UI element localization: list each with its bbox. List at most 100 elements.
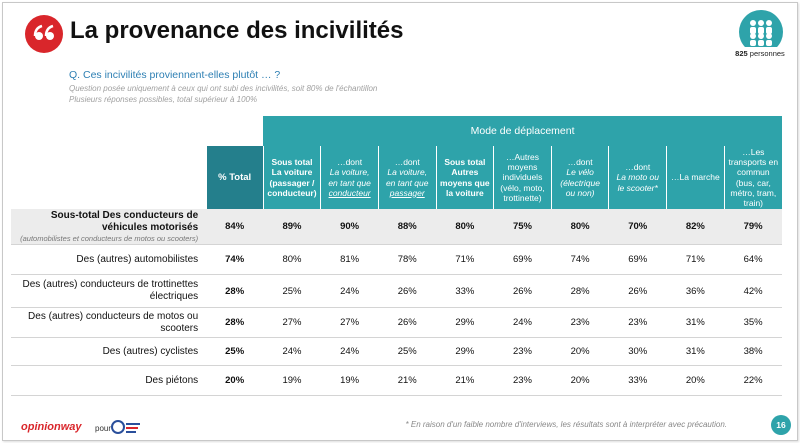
column-header: Sous total La voiture (passager / conduc… <box>262 146 321 210</box>
table-cell: 24% <box>512 317 532 329</box>
table-cell: 82% <box>685 221 705 233</box>
table-cell: 71% <box>455 254 475 266</box>
row-label-text: Des piétons <box>145 374 199 386</box>
column-header: % Total <box>205 146 264 210</box>
table-cell: 75% <box>512 221 532 233</box>
table-cell: 80% <box>570 221 590 233</box>
table-cell: 29% <box>455 317 475 329</box>
sample-note: Question posée uniquement à ceux qui ont… <box>69 84 378 93</box>
table-cell: 64% <box>743 254 763 266</box>
table-cell: 20% <box>685 375 705 387</box>
row-label-text: Des (autres) automobilistes <box>76 253 199 265</box>
header-part: …dont <box>625 162 651 173</box>
table-cell: 25% <box>397 346 417 358</box>
header-part: La voiture, en tant que <box>385 167 429 188</box>
for-label: pour <box>95 424 112 433</box>
row-label: Des piétons <box>11 366 206 396</box>
partner-logo <box>111 420 140 434</box>
row-label: Des (autres) conducteurs de motos ou sco… <box>11 308 206 338</box>
table-row: Des (autres) conducteurs de motos ou sco… <box>11 308 782 338</box>
row-label-text: Sous-total Des conducteurs de véhicules … <box>50 210 199 234</box>
header-part: La moto ou le scooter* <box>616 172 659 193</box>
table-cell: 19% <box>282 375 302 387</box>
table-cell: 23% <box>628 317 648 329</box>
table-cell: 74% <box>570 254 590 266</box>
table-cell: 23% <box>512 375 532 387</box>
row-label: Des (autres) conducteurs de trottinettes… <box>11 275 206 308</box>
table-cell: 28% <box>225 317 245 329</box>
table-cell: 28% <box>225 285 245 297</box>
table-cell: 74% <box>225 254 245 266</box>
table-cell: 42% <box>743 285 763 297</box>
sample-note: Plusieurs réponses possibles, total supé… <box>69 95 258 104</box>
table-cell: 26% <box>397 285 417 297</box>
table-cell: 21% <box>455 375 475 387</box>
table-cell: 24% <box>282 346 302 358</box>
table-cell: 27% <box>340 317 360 329</box>
table-cell: 79% <box>743 221 763 233</box>
title: La provenance des incivilités <box>70 17 404 44</box>
table-cell: 69% <box>512 254 532 266</box>
page-number: 16 <box>771 415 791 435</box>
table-cell: 88% <box>397 221 417 233</box>
header-part: …dont <box>337 157 363 168</box>
sample-unit: personnes <box>749 49 785 58</box>
column-header: …Les transports en commun (bus, car, mét… <box>723 146 782 210</box>
table-cell: 31% <box>685 346 705 358</box>
table-cell: 23% <box>512 346 532 358</box>
table-cell: 80% <box>455 221 475 233</box>
table-body: Sous-total Des conducteurs de véhicules … <box>11 209 782 396</box>
group-header: Mode de déplacement <box>263 116 782 146</box>
sample-count: 825 <box>735 49 748 58</box>
table-cell: 84% <box>225 221 245 233</box>
table-row: Des (autres) cyclistes 25% 24% 24% 25% 29% 23%… <box>11 338 782 366</box>
table-cell: 25% <box>225 346 245 358</box>
quote-icon <box>25 15 63 53</box>
header-part: …dont <box>567 157 593 168</box>
brand: opinionway <box>21 421 82 433</box>
table-row: Des (autres) conducteurs de trottinettes… <box>11 275 782 308</box>
table-cell: 31% <box>685 317 705 329</box>
row-label-text: Des (autres) cyclistes <box>102 345 199 357</box>
row-label-text: Des (autres) conducteurs de trottinettes… <box>22 279 199 303</box>
table-cell: 26% <box>397 317 417 329</box>
table-cell: 35% <box>743 317 763 329</box>
table-cell: 20% <box>570 346 590 358</box>
table-cell: 26% <box>628 285 648 297</box>
column-header: …dont La voiture, en tant que passager <box>377 146 437 210</box>
table-cell: 71% <box>685 254 705 266</box>
table-cell: 69% <box>628 254 648 266</box>
column-header: …dont Le vélo (électrique ou non) <box>550 146 609 210</box>
table-cell: 25% <box>282 285 302 297</box>
row-label: Des (autres) cyclistes <box>11 338 206 366</box>
table-cell: 28% <box>570 285 590 297</box>
table-cell: 29% <box>455 346 475 358</box>
table-cell: 33% <box>455 285 475 297</box>
table-cell: 78% <box>397 254 417 266</box>
table-cell: 36% <box>685 285 705 297</box>
table-cell: 90% <box>340 221 360 233</box>
empty-corner <box>11 146 206 209</box>
header-part: …dont <box>394 157 420 168</box>
row-label: Des (autres) automobilistes <box>11 245 206 275</box>
footnote: * En raison d'un faible nombre d'intervi… <box>405 420 727 429</box>
table-cell: 19% <box>340 375 360 387</box>
empty-corner <box>11 116 263 146</box>
row-note: (automobilistes et conducteurs de motos … <box>20 234 199 244</box>
column-header: …La marche <box>666 146 725 210</box>
header-part: La voiture, en tant que <box>328 167 371 188</box>
table-cell: 38% <box>743 346 763 358</box>
table-cell: 33% <box>628 375 648 387</box>
question: Q. Ces incivilités proviennent-elles plu… <box>69 69 281 81</box>
column-header: Sous total Autres moyens que la voiture <box>435 146 494 210</box>
table-cell: 26% <box>512 285 532 297</box>
table-cell: 81% <box>340 254 360 266</box>
table-cell: 22% <box>743 375 763 387</box>
table-cell: 30% <box>628 346 648 358</box>
column-header: …Autres moyens individuels (vélo, moto, … <box>493 146 552 210</box>
table-cell: 70% <box>628 221 648 233</box>
table-cell: 89% <box>282 221 302 233</box>
header-part: passager <box>389 187 425 198</box>
